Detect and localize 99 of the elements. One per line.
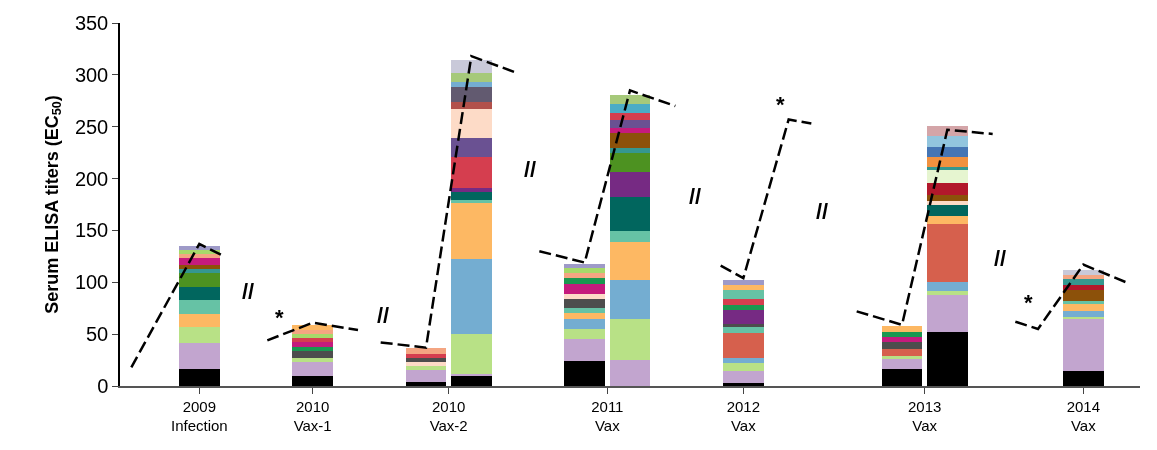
annotation: // xyxy=(994,246,1007,271)
bar xyxy=(926,224,968,283)
bar xyxy=(881,359,923,370)
bar xyxy=(178,272,220,288)
y-tick-label: 350 xyxy=(74,12,109,34)
annotation: * xyxy=(275,305,284,330)
bar xyxy=(1062,316,1104,319)
line-series xyxy=(538,89,677,264)
annotation: // xyxy=(524,157,537,182)
bar xyxy=(450,87,492,102)
y-tick-label: 100 xyxy=(74,271,109,294)
bar xyxy=(881,348,923,356)
y-tick-label: 150 xyxy=(74,219,109,242)
bar xyxy=(926,156,968,168)
bar xyxy=(292,362,334,376)
bar xyxy=(1062,318,1104,372)
bar xyxy=(564,278,606,285)
bar xyxy=(926,332,968,386)
bar xyxy=(450,334,492,374)
bar xyxy=(564,298,606,309)
y-tick-label: 250 xyxy=(74,115,109,138)
bar xyxy=(926,290,968,295)
x-tick-label: 2009 Infection xyxy=(170,397,228,435)
x-tick-label: 2010 Vax-2 xyxy=(429,397,468,435)
bar xyxy=(450,192,492,201)
bar xyxy=(722,371,764,383)
annotation: // xyxy=(377,303,390,328)
bar xyxy=(564,318,606,329)
bar xyxy=(564,272,606,279)
bar xyxy=(609,148,651,153)
bar xyxy=(1062,371,1104,386)
bar xyxy=(926,204,968,216)
x-tick-label: 2012 Vax xyxy=(726,397,761,435)
bar xyxy=(405,366,447,371)
annotation: // xyxy=(689,184,702,209)
bar xyxy=(564,267,606,273)
bar xyxy=(1062,300,1104,305)
bar xyxy=(450,101,492,110)
bar xyxy=(722,358,764,364)
bar xyxy=(722,326,764,334)
annotation: * xyxy=(1024,290,1033,315)
x-tick-label: 2010 Vax-1 xyxy=(293,397,332,435)
bar xyxy=(722,333,764,358)
bar xyxy=(1062,311,1104,317)
bar xyxy=(178,258,220,265)
bar xyxy=(1062,304,1104,312)
y-tick-label: 200 xyxy=(74,167,109,190)
bar xyxy=(609,152,651,173)
bar xyxy=(564,293,606,299)
bar xyxy=(292,358,334,363)
bar xyxy=(450,203,492,260)
x-tick-label: 2011 Vax xyxy=(591,397,624,435)
bar xyxy=(450,72,492,83)
bar xyxy=(450,373,492,376)
bar xyxy=(564,361,606,386)
bar xyxy=(450,375,492,386)
bar xyxy=(926,136,968,148)
x-tick-label: 2014 Vax xyxy=(1066,397,1101,435)
bar xyxy=(564,263,606,268)
x-tick-label: 2013 Vax xyxy=(907,397,942,435)
line-series xyxy=(719,118,813,280)
bar xyxy=(564,339,606,362)
bar xyxy=(1062,279,1104,286)
bar xyxy=(722,310,764,324)
bar xyxy=(609,103,651,114)
bar xyxy=(926,170,968,183)
bar xyxy=(292,375,334,386)
bar xyxy=(450,200,492,204)
y-tick-label: 50 xyxy=(86,323,109,346)
bar xyxy=(926,282,968,291)
bar xyxy=(722,323,764,327)
annotation: // xyxy=(242,279,255,304)
bar xyxy=(450,138,492,157)
bar xyxy=(926,147,968,157)
y-tick-label: 0 xyxy=(97,375,109,397)
bar xyxy=(926,201,968,205)
bar xyxy=(722,298,764,306)
bar xyxy=(881,355,923,360)
bar xyxy=(722,280,764,286)
bar xyxy=(405,370,447,382)
bar xyxy=(722,382,764,386)
bar xyxy=(926,182,968,196)
bar xyxy=(881,369,923,386)
bar xyxy=(564,328,606,340)
bar xyxy=(450,259,492,335)
bar xyxy=(926,294,968,333)
annotation: * xyxy=(776,92,785,117)
bar xyxy=(564,308,606,314)
bar xyxy=(405,381,447,386)
bar xyxy=(450,60,492,73)
bar xyxy=(178,326,220,344)
annotation: // xyxy=(816,199,829,224)
bar xyxy=(722,363,764,372)
bar xyxy=(178,369,220,386)
bar xyxy=(564,313,606,319)
line-series xyxy=(855,128,994,327)
bar xyxy=(450,187,492,193)
bar xyxy=(178,343,220,370)
y-tick-label: 300 xyxy=(74,63,109,86)
